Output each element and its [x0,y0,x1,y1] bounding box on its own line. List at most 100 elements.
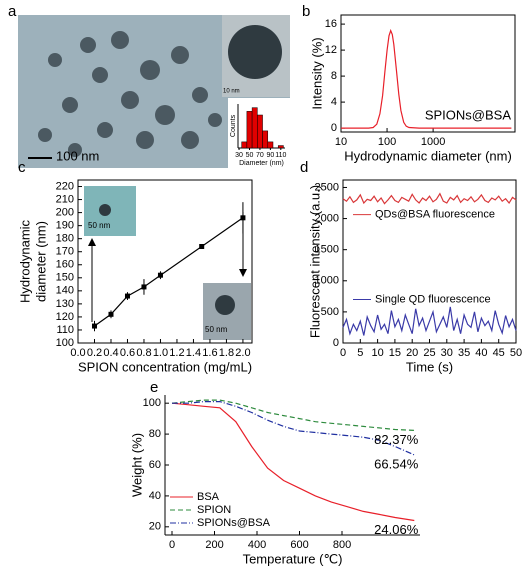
y-tick-label: 0 [331,122,337,134]
tem-inset-particle [228,25,282,79]
y-tick-label: 210 [56,193,74,205]
y-tick-label: 1500 [315,244,339,256]
inset-scale-bar-label: 50 nm [205,325,228,334]
y-tick-label: 16 [325,18,337,30]
x-tick-label: 110 [275,152,286,159]
x-tick-label: 800 [333,539,351,551]
x-axis-label: Temperature (℃) [243,551,343,566]
y-tick-label: 150 [56,272,74,284]
tem-particles [38,31,222,157]
marker [108,311,114,317]
x-tick-label: 400 [248,539,266,551]
arrowhead [88,238,96,246]
histogram-bar [251,107,258,149]
inset-scale-bar-label: 10 nm [223,89,240,95]
y-tick-label: 1000 [315,275,339,287]
x-tick-label: 50 [510,347,522,359]
panel-label: a [8,3,17,20]
x-tick-label: 1000 [421,136,445,148]
y-tick-label: 200 [56,207,74,219]
y-tick-label: 60 [149,459,161,471]
y-axis-label: Weight (%) [129,433,144,497]
series-line [171,402,415,522]
y-tick-label: 500 [321,306,339,318]
x-tick-label: 70 [256,152,264,159]
legend-label: SPIONs@BSA [425,107,511,122]
y-tick-label: 170 [56,246,74,258]
legend-label: Single QD fluorescence [375,293,491,305]
x-tick-label: 30 [235,152,243,159]
histogram-bar [267,141,274,149]
legend-label: SPIONs@BSA [197,517,271,529]
y-tick-label: 160 [56,259,74,271]
series-line [342,192,517,205]
panel-label: d [300,159,308,176]
x-tick-label: 100 [378,136,396,148]
x-tick-label: 10 [335,136,347,148]
end-label: 24.06% [374,522,419,537]
histogram-bar [262,130,269,149]
x-tick-label: 5 [357,347,363,359]
inset-particle [99,204,111,216]
series-line [172,401,415,456]
histogram-bar [241,141,248,149]
x-tick-label: 0.4 [103,347,118,359]
plot-frame [77,179,253,344]
x-tick-label: 2.0 [235,347,250,359]
y-axis-label: Hydrodynamic [17,219,32,303]
y-tick-label: 140 [56,285,74,297]
histogram-bar [246,111,253,149]
y-axis-label: Intensity (%) [309,37,324,109]
y-axis-label: Fluorescent intensity (a.u.) [307,185,322,338]
x-tick-label: 1.6 [202,347,217,359]
y-tick-label: 100 [56,337,74,349]
marker [91,323,97,329]
x-axis-label: Hydrodynamic diameter (nm) [344,148,512,163]
plot-frame [342,179,517,344]
y-tick-label: 100 [143,397,161,409]
y-tick-label: 4 [331,96,337,108]
y-tick-label: 8 [331,70,337,82]
x-tick-label: 0 [169,539,175,551]
x-tick-label: 10 [371,347,383,359]
x-tick-label: 200 [205,539,223,551]
x-axis-label: Time (s) [406,359,453,374]
x-tick-label: 20 [406,347,418,359]
y-tick-label: 180 [56,233,74,245]
end-label: 82.37% [374,432,419,447]
x-axis-label: SPION concentration (mg/mL) [78,359,252,374]
marker [124,293,130,299]
x-tick-label: 0.8 [136,347,151,359]
y-tick-label: 120 [56,311,74,323]
series-line [342,306,517,336]
y-tick-label: 130 [56,298,74,310]
x-tick-label: 1.2 [169,347,184,359]
y-axis-label: diameter (nm) [33,221,48,302]
x-tick-label: 15 [389,347,401,359]
y-tick-label: 20 [149,521,161,533]
y-tick-label: 2000 [315,212,339,224]
marker [157,272,163,278]
x-tick-label: 1.0 [153,347,168,359]
panel-label: e [150,379,158,396]
inset-scale-bar-label: 50 nm [88,221,111,230]
x-tick-label: 600 [290,539,308,551]
series-line [171,399,415,431]
x-tick-label: 0 [340,347,346,359]
plot-frame [340,14,516,133]
x-tick-label: 0.6 [120,347,135,359]
x-tick-label: 90 [266,152,274,159]
y-tick-label: 110 [56,324,74,336]
x-tick-label: 45 [493,347,505,359]
legend-label: BSA [197,491,220,503]
x-tick-label: 25 [423,347,435,359]
x-tick-label: 0.2 [87,347,102,359]
marker [141,284,147,290]
inset-particle [215,295,235,315]
y-tick-label: 80 [149,428,161,440]
x-axis-label: Diameter (nm) [239,160,284,167]
marker [199,244,205,250]
histogram-bar [257,114,263,149]
